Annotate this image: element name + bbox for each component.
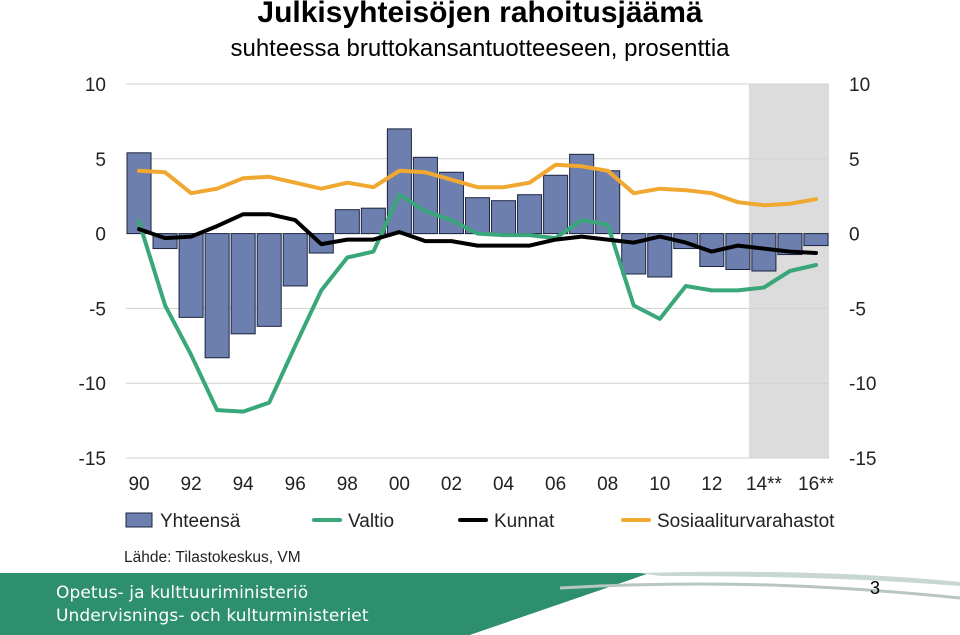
xtick-16**: 16** xyxy=(798,474,835,495)
footer-wave-shadow xyxy=(640,571,960,586)
ytick-right--15: -15 xyxy=(849,449,876,470)
bar-2005 xyxy=(517,194,543,235)
ytick-right-10: 10 xyxy=(849,75,870,96)
bar-1992 xyxy=(178,233,204,318)
series-lines xyxy=(137,162,818,414)
xtick-94: 94 xyxy=(233,474,255,495)
bar-2006 xyxy=(543,174,569,235)
ytick-right--5: -5 xyxy=(849,299,866,320)
bar-1995 xyxy=(256,233,282,327)
legend-label-yhteensä: Yhteensä xyxy=(160,511,241,532)
bar-2013 xyxy=(725,233,751,271)
ytick-left-5: 5 xyxy=(95,150,106,171)
slide-subtitle: suhteessa bruttokansantuotteeseen, prose… xyxy=(230,35,730,62)
legend-label-sosiaaliturvarahastot: Sosiaaliturvarahastot xyxy=(657,511,835,532)
ytick-right-0: 0 xyxy=(849,225,860,246)
line-valtio xyxy=(137,192,818,414)
ytick-left-0: 0 xyxy=(95,225,106,246)
legend: Yhteensä Valtio Kunnat Sosiaaliturvarahasto… xyxy=(125,511,835,532)
ytick-left--5: -5 xyxy=(89,299,106,320)
legend-label-valtio: Valtio xyxy=(348,511,394,532)
bar-2010 xyxy=(647,233,673,278)
xtick-02: 02 xyxy=(441,474,462,495)
bar-2016 xyxy=(803,233,829,247)
xtick-12: 12 xyxy=(701,474,722,495)
xtick-06: 06 xyxy=(545,474,566,495)
line-sosiaaliturvarahastot xyxy=(137,162,818,208)
xtick-90: 90 xyxy=(128,474,149,495)
bar-1993 xyxy=(204,233,230,359)
footer-green-band xyxy=(0,573,650,635)
footer-ministry-sv: Undervisnings- och kulturministeriet xyxy=(56,606,369,626)
bar-2004 xyxy=(491,200,517,235)
xtick-08: 08 xyxy=(597,474,618,495)
bars-yhteensa xyxy=(126,128,829,359)
footer-band xyxy=(0,571,960,635)
footer-ministry-fi: Opetus- ja kulttuuriministeriö xyxy=(56,583,309,603)
bar-2001 xyxy=(412,156,438,235)
page-number: 3 xyxy=(869,578,880,598)
xtick-00: 00 xyxy=(389,474,410,495)
xtick-04: 04 xyxy=(493,474,515,495)
footer-divider-line xyxy=(559,582,960,600)
source-note: Lähde: Tilastokeskus, VM xyxy=(124,549,301,566)
slide-title: Julkisyhteisöjen rahoitusjäämä xyxy=(257,0,703,29)
bar-1996 xyxy=(282,233,308,287)
ytick-right-5: 5 xyxy=(849,150,860,171)
bar-1998 xyxy=(334,209,360,235)
xtick-14**: 14** xyxy=(746,474,783,495)
xtick-96: 96 xyxy=(285,474,306,495)
ytick-left--15: -15 xyxy=(79,449,106,470)
bar-2014 xyxy=(751,233,777,272)
legend-label-kunnat: Kunnat xyxy=(494,511,555,532)
ytick-left--10: -10 xyxy=(79,374,106,395)
ytick-right--10: -10 xyxy=(849,374,876,395)
ytick-left-10: 10 xyxy=(85,75,106,96)
bar-1994 xyxy=(230,233,256,335)
line-kunnat xyxy=(137,212,818,255)
legend-swatch-yhteensä xyxy=(125,512,153,528)
xtick-92: 92 xyxy=(181,474,202,495)
xtick-98: 98 xyxy=(337,474,358,495)
xtick-10: 10 xyxy=(649,474,670,495)
